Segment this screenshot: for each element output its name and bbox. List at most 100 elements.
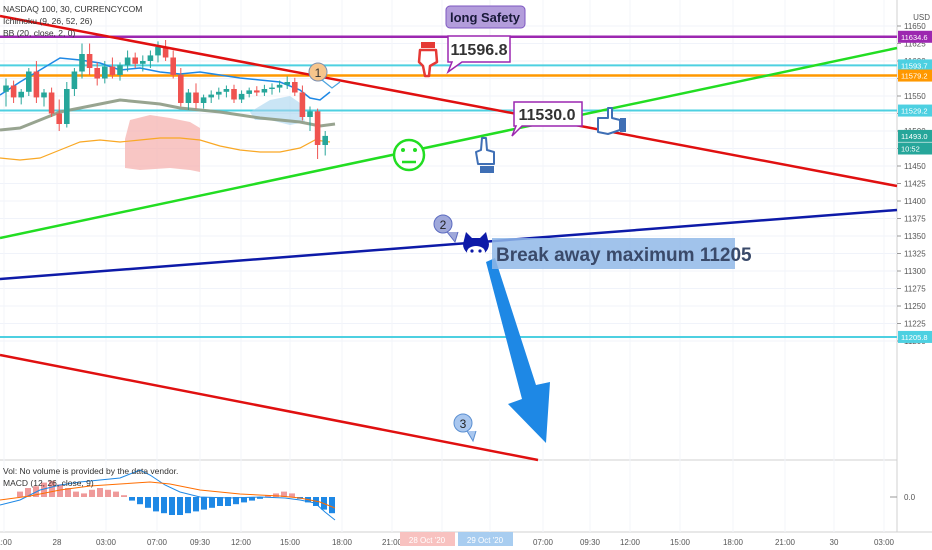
- candle-body: [86, 54, 93, 68]
- x-tick-label: 18:00: [723, 538, 744, 547]
- candle-body: [94, 68, 100, 79]
- red-trendline-upper: [0, 14, 898, 188]
- candle-body: [216, 91, 222, 95]
- candle-body: [231, 89, 237, 100]
- price-callout-b-value: 11530.0: [519, 107, 576, 124]
- candle-body: [170, 57, 176, 75]
- candle-body: [41, 92, 47, 98]
- neutral-face-icon: [392, 138, 426, 172]
- macd-bar: [289, 493, 295, 497]
- marker-1-label: 1: [315, 66, 322, 80]
- macd-bar: [81, 493, 87, 497]
- marker-2[interactable]: 2: [433, 214, 459, 244]
- ichimoku-baseline: [0, 98, 336, 132]
- x-tick-label: 30: [830, 538, 839, 547]
- macd-bar: [209, 497, 215, 508]
- candle-body: [185, 92, 192, 103]
- volume-note: Vol: No volume is provided by the data v…: [3, 466, 178, 476]
- price-axis[interactable]: [897, 0, 932, 532]
- price-tag-bg: [898, 330, 932, 343]
- candle-body: [79, 54, 85, 72]
- candle-body: [48, 92, 55, 114]
- macd-bar: [153, 497, 159, 512]
- y-tick-label: 11625: [904, 40, 926, 49]
- candles: [3, 40, 328, 159]
- candle-body: [208, 94, 214, 98]
- currency-label: USD: [913, 13, 930, 22]
- candle-body: [292, 82, 298, 93]
- macd-bar: [273, 493, 279, 497]
- macd-bar: [65, 488, 71, 497]
- candle-body: [3, 85, 9, 92]
- y-tick-label: 11225: [904, 320, 926, 329]
- long-safety-label: long Safety: [450, 10, 521, 25]
- y-tick-label: 11425: [904, 180, 926, 189]
- macd-bar: [73, 491, 79, 497]
- candle-body: [155, 47, 161, 56]
- macd-bar: [225, 497, 231, 506]
- candle-body: [307, 111, 313, 117]
- candle-body: [56, 113, 62, 124]
- x-tick-label: 1:00: [0, 538, 12, 547]
- x-tick-label: 21:00: [775, 538, 796, 547]
- marker-2-label: 2: [440, 218, 447, 232]
- macd-bar: [89, 489, 95, 497]
- blue-trendline: [0, 208, 898, 281]
- y-tick-label: 11350: [904, 232, 926, 241]
- symbol-title: NASDAQ 100, 30, CURRENCYCOM: [3, 4, 142, 14]
- y-tick-label: 11250: [904, 302, 926, 311]
- marker-3[interactable]: 3: [453, 413, 477, 443]
- macd-bar: [281, 491, 287, 497]
- price-tag-bg: [898, 142, 932, 155]
- x-tick-label: 07:00: [533, 538, 554, 547]
- long-safety-callout[interactable]: long Safety: [445, 5, 526, 29]
- candle-body: [71, 71, 78, 89]
- candle-body: [276, 84, 283, 88]
- price-callout-a-value: 11596.8: [451, 42, 508, 59]
- candle-body: [147, 55, 154, 61]
- price-tag-bg: [898, 69, 932, 82]
- x-tick-label: 03:00: [874, 538, 895, 547]
- candle-body: [322, 135, 328, 145]
- candle-body: [117, 65, 123, 75]
- candle-body: [109, 66, 116, 75]
- candle-body: [124, 57, 131, 66]
- price-tag-label: 10:52: [901, 145, 920, 154]
- break-away-label[interactable]: Break away maximum 11205: [492, 238, 752, 269]
- x-tick-label: 12:00: [231, 538, 252, 547]
- macd-bar: [257, 497, 263, 499]
- y-tick-label: 11375: [904, 215, 926, 224]
- price-tag-bg: [898, 129, 932, 142]
- candle-body: [102, 66, 108, 79]
- macd-legend: MACD (12, 26, close, 9): [3, 478, 94, 488]
- x-tick-label: 09:30: [190, 538, 211, 547]
- ichimoku-legend: Ichimoku (9, 26, 52, 26): [3, 16, 92, 26]
- thumb-right-icon: [597, 107, 626, 135]
- candle-body: [178, 75, 184, 103]
- price-callout-a[interactable]: 11596.8: [446, 35, 511, 75]
- y-tick-label: 11450: [904, 162, 926, 171]
- candle-body: [18, 91, 24, 98]
- macd-bar: [137, 497, 143, 505]
- time-tag-2: 29 Oct '20: [467, 536, 504, 545]
- time-tag-2-bg: [458, 532, 513, 546]
- macd-bar: [177, 497, 183, 515]
- green-trendline: [0, 46, 898, 240]
- x-tick-label: 18:00: [332, 538, 353, 547]
- candle-body: [33, 71, 40, 98]
- candle-body: [132, 57, 138, 64]
- candle-body: [162, 47, 169, 58]
- macd-bar: [329, 497, 335, 514]
- time-tag-1-bg: [400, 532, 455, 546]
- macd-bar: [41, 482, 47, 497]
- y-tick-label: 11300: [904, 267, 926, 276]
- price-callout-b[interactable]: 11530.0: [511, 101, 583, 137]
- macd-bar: [169, 497, 175, 515]
- marker-1[interactable]: 1: [308, 62, 341, 89]
- signal-line: [0, 481, 336, 509]
- price-tag-label: 11205.8: [901, 333, 928, 342]
- macd-bar: [233, 497, 239, 505]
- macd-bar: [161, 497, 167, 514]
- candle-body: [299, 92, 306, 117]
